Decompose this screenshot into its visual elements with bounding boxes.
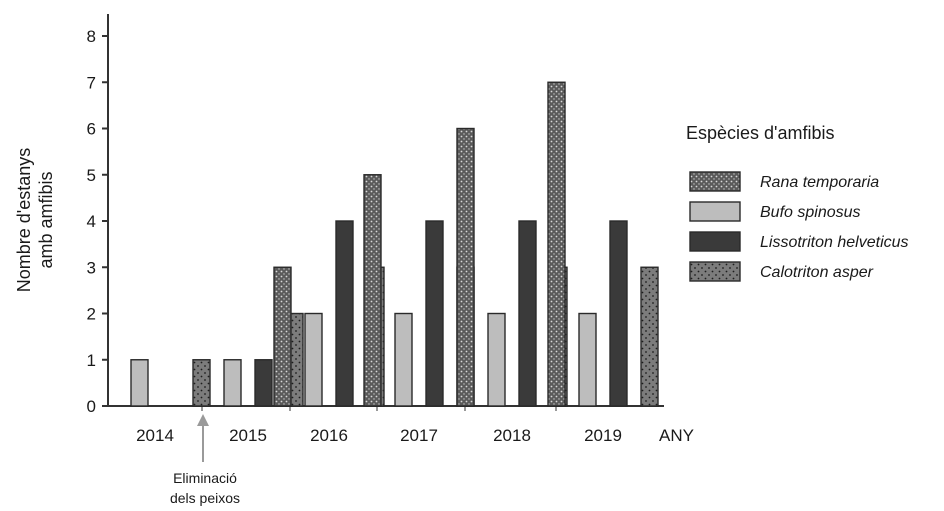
legend-title: Espècies d'amfibis [686, 123, 835, 143]
bar-lissotriton-helveticus-2016 [335, 220, 354, 407]
bar-bufo-spinosus-2014 [130, 359, 149, 407]
y-tick-label: 0 [87, 397, 96, 416]
y-axis-title-line-1: Nombre d'estanys [14, 148, 34, 293]
y-tick-label: 6 [87, 120, 96, 139]
bar-lissotriton-helveticus-2015 [254, 359, 273, 407]
bar-lissotriton-helveticus-2019 [609, 220, 628, 407]
bar-rana-temporaria-2017 [363, 174, 382, 407]
legend-label: Calotriton asper [760, 264, 874, 281]
bar-bufo-spinosus-2015 [223, 359, 242, 407]
bar-calotriton-asper-2014 [192, 359, 211, 407]
legend-swatch [689, 231, 741, 252]
x-tick-label: 2019 [584, 426, 622, 445]
legend-swatch [689, 201, 741, 222]
bar-lissotriton-helveticus-2018 [518, 220, 537, 407]
annotation-text-line-1: Eliminació [173, 470, 237, 486]
x-tick-label: 2018 [493, 426, 531, 445]
fish-removal-annotation: Eliminació dels peixos [170, 414, 240, 506]
bar-rana-temporaria-2016 [273, 266, 292, 407]
y-tick-label: 3 [87, 258, 96, 277]
y-tick-label: 7 [87, 73, 96, 92]
legend-label: Lissotriton helveticus [760, 234, 909, 251]
x-tick-label: 2016 [310, 426, 348, 445]
annotation-text-line-2: dels peixos [170, 490, 240, 506]
legend-swatch [689, 261, 741, 282]
y-tick-label: 2 [87, 305, 96, 324]
x-axis-ticks: 2014 2015 2016 2017 2018 2019 [136, 406, 622, 445]
x-axis-title: ANY [659, 426, 694, 445]
bar-bufo-spinosus-2016 [304, 312, 323, 407]
bar-calotriton-asper-2019 [640, 266, 659, 407]
y-tick-label: 4 [87, 212, 96, 231]
y-axis-ticks: 0 1 2 3 4 5 6 7 8 [87, 27, 108, 416]
legend-label: Rana temporaria [760, 174, 879, 191]
y-tick-label: 1 [87, 351, 96, 370]
x-tick-label: 2017 [400, 426, 438, 445]
x-tick-label: 2014 [136, 426, 174, 445]
x-tick-label: 2015 [229, 426, 267, 445]
bar-bufo-spinosus-2019 [578, 312, 597, 407]
legend-label: Bufo spinosus [760, 204, 861, 221]
annotation-arrow-head [197, 414, 209, 426]
y-axis-title-line-2: amb amfibis [36, 171, 56, 268]
bar-lissotriton-helveticus-2017 [425, 220, 444, 407]
bars-group [130, 81, 659, 407]
y-tick-label: 5 [87, 166, 96, 185]
legend: Espècies d'amfibis Rana temporaria Bufo s… [686, 123, 909, 282]
legend-items: Rana temporaria Bufo spinosus Lissotriton … [689, 171, 909, 282]
bar-rana-temporaria-2019 [547, 81, 566, 407]
bar-bufo-spinosus-2018 [487, 312, 506, 407]
bar-bufo-spinosus-2017 [394, 312, 413, 407]
legend-swatch [689, 171, 741, 192]
y-tick-label: 8 [87, 27, 96, 46]
bar-rana-temporaria-2018 [456, 127, 475, 407]
